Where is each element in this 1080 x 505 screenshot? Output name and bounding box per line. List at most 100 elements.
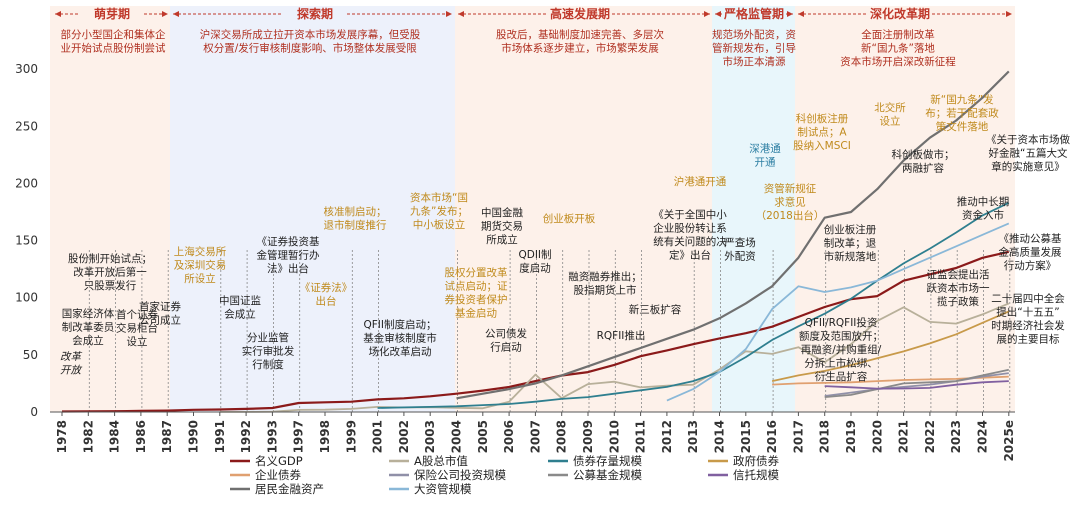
x-tick-label-1991: 1991	[213, 420, 227, 453]
period-desc-1-1: 权分置/发行审核制度影响、市场整体发展受限	[203, 42, 417, 55]
event-e2002: QFII制度启动；基金审核制度市场化改革启动	[363, 318, 437, 358]
event-e1998-line-1: 出台	[316, 295, 337, 308]
event-e1998: 《证券法》出台	[300, 281, 353, 308]
event-e2006b-line-1: 行启动	[490, 341, 522, 354]
x-tick-label-2024: 2024	[976, 420, 990, 453]
event-e1992b: 《证券投资基金管理暂行办法》出台	[257, 235, 320, 275]
period-arrowhead-r-1	[446, 11, 452, 17]
event-e2013: 新三板扩容	[629, 303, 682, 316]
period-band-1	[170, 6, 455, 412]
legend-label-trust: 信托规模	[733, 468, 779, 482]
event-lines	[88, 250, 1011, 412]
period-arrowhead-r-4	[1006, 11, 1012, 17]
event-e2006a: 中国金融期货交易所成立	[481, 206, 523, 246]
x-tick-label-2010: 2010	[607, 420, 621, 453]
event-e2022-line-0: 科创板做市；	[892, 148, 955, 161]
x-tick-label-2001: 2001	[371, 420, 385, 453]
event-e1986a-line-0: 首个证券	[116, 308, 158, 321]
x-tick-label-2023: 2023	[949, 420, 963, 453]
x-tick-label-1984: 1984	[108, 420, 122, 453]
x-tick-label-2005: 2005	[476, 420, 490, 453]
period-desc-3-2: 市场正本清源	[723, 55, 786, 68]
period-desc-2-0: 股改后，基础制度加速完善、多层次	[496, 28, 664, 41]
event-e2025c-line-3: 展的主要目标	[997, 333, 1060, 346]
event-e2016-line-0: 深港通	[749, 143, 781, 155]
event-e2025b-line-0: 《推动公募基	[999, 232, 1062, 245]
event-e2007: QDII制度启动	[518, 248, 551, 275]
series-line-insurance	[824, 372, 1009, 397]
legend-label-ashare: A股总市值	[414, 454, 468, 468]
period-desc-4-1: 新“国九条”落地	[861, 42, 935, 55]
event-e2013b-line-3: 定》出台	[669, 249, 711, 262]
event-e2025b: 《推动公募基金高质量发展行动方案》	[999, 232, 1062, 272]
period-arrowhead-r-3	[787, 11, 793, 17]
event-e2020-line-2: 市新规落地	[824, 250, 877, 263]
event-e2014-line-0: 沪港通开通	[674, 175, 727, 188]
event-e2019b-line-4: 衍生品扩容	[815, 370, 868, 383]
event-e1997-line-0: 核准制启动；	[324, 205, 387, 218]
event-e1984-line-0: 股份制开始试点；	[68, 252, 152, 265]
event-e2022-line-1: 两融扩容	[902, 162, 944, 175]
x-tick-label-1982: 1982	[81, 420, 95, 453]
event-e1993-line-2: 行制度	[252, 358, 284, 371]
x-tick-label-1999: 1999	[344, 420, 358, 453]
event-e2013b-line-2: 统有关问题的决	[653, 235, 727, 248]
x-tick-label-2009: 2009	[581, 420, 595, 453]
legend-label-govbond: 政府债券	[733, 454, 779, 468]
series-lines	[61, 70, 1010, 413]
event-e2023b-line-2: 揽子政策	[937, 295, 979, 308]
event-e2019a: 科创板注册制试点；A 股纳入MSCI	[793, 112, 851, 152]
event-e2005: 股权分置改革试点启动；证券投资者保护基金启动	[445, 266, 508, 320]
period-bands	[50, 6, 1015, 412]
event-e1984-line-1: 改革开放后第一	[73, 266, 147, 279]
event-e2015-line-1: 外配资	[724, 251, 756, 263]
x-tick-label-2020: 2020	[870, 420, 884, 453]
event-e2017-line-2: （2018出台）	[756, 209, 825, 222]
period-arrowhead-r-0	[162, 11, 168, 17]
x-axis: 1978 1982 1984 1986 1987 1990 1991 1992 1993 1997…	[50, 411, 1016, 462]
period-arrowhead-r-2	[704, 11, 710, 17]
event-e2011: RQFII推出	[597, 329, 646, 342]
x-tick-label-2017: 2017	[791, 420, 805, 453]
event-e2013-line-0: 新三板扩容	[629, 303, 682, 316]
event-e2002-line-0: QFII制度启动；	[364, 318, 437, 331]
x-tick-label-1992: 1992	[239, 420, 253, 453]
event-e2005-line-2: 券投资者保护	[445, 293, 508, 306]
event-e2024-line-0: 推动中长期	[957, 195, 1010, 208]
x-tick-label-2013: 2013	[686, 420, 700, 453]
x-tick-label-1987: 1987	[160, 420, 174, 453]
event-e2009-line-0: 创业板开板	[543, 212, 596, 225]
event-e2024: 推动中长期资金入市	[957, 195, 1010, 222]
x-tick-label-2019: 2019	[844, 420, 858, 453]
event-e2006a-line-0: 中国金融	[481, 206, 523, 219]
event-e1986a-line-2: 设立	[127, 335, 148, 348]
event-e2019b-line-1: 额度及范围放开；	[799, 330, 883, 343]
series-line-asset	[666, 222, 1010, 402]
event-e1986a-line-1: 交易柜台	[116, 322, 158, 335]
event-e2025a-line-0: 《关于资本市场做	[986, 133, 1070, 146]
event-e2019a-line-2: 股纳入MSCI	[793, 139, 851, 152]
series-line-govbond	[771, 310, 1010, 382]
x-tick-label-1997: 1997	[292, 420, 306, 453]
period-desc-3-1: 管新规发布，引导	[712, 42, 796, 55]
x-tick-label-1998: 1998	[318, 420, 332, 453]
event-reform: 改革开放	[60, 351, 82, 377]
event-e2016: 深港通开通	[749, 143, 781, 169]
event-e2016-line-1: 开通	[755, 157, 776, 169]
event-e1982-line-1: 制改革委员	[62, 321, 115, 334]
event-e2005-line-0: 股权分置改革	[445, 266, 508, 279]
event-e2007-line-0: QDII制	[518, 248, 551, 261]
legend-label-fund: 公募基金规模	[573, 468, 642, 482]
event-e1986b: 首家证券公司成立	[139, 300, 181, 327]
period-title-2: 高速发展期	[550, 6, 610, 21]
legend-label-corpbond: 企业债券	[255, 468, 301, 482]
event-e1993-line-0: 分业监管	[247, 331, 289, 344]
period-title-4: 深化改革期	[870, 6, 930, 21]
event-e2025b-line-1: 金高质量发展	[999, 246, 1062, 259]
event-e2014: 沪港通开通	[674, 175, 727, 188]
event-e2004-line-1: 九条”发布；	[410, 205, 468, 218]
event-e2015-line-0: 严查场	[724, 236, 756, 249]
